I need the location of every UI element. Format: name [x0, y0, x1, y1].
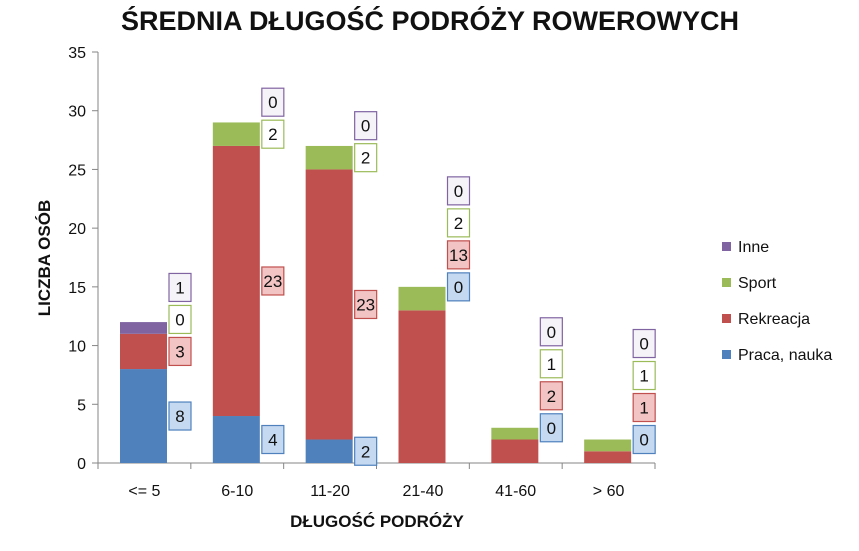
data-label: 0: [454, 182, 463, 201]
data-label-box: [354, 289, 378, 320]
data-label-box: [354, 143, 378, 173]
data-label: 1: [175, 278, 184, 297]
bar-segment: [584, 451, 632, 463]
y-tick-label: 25: [68, 162, 86, 179]
data-label: 23: [356, 295, 375, 314]
bar-segment: [305, 439, 353, 463]
data-label: 13: [449, 246, 468, 265]
bar-segment: [305, 169, 353, 440]
data-label: 2: [547, 387, 556, 406]
data-label: 0: [547, 419, 556, 438]
data-label: 1: [639, 367, 648, 386]
data-label-box: [539, 317, 563, 347]
bar-segment: [398, 286, 446, 311]
legend: Inne Sport Rekreacja Praca, nauka: [722, 239, 832, 364]
y-axis-title: LICZBA OSÓB: [35, 200, 54, 316]
data-label: 0: [268, 93, 277, 112]
data-label-box: [261, 87, 285, 117]
bar-segment: [120, 369, 167, 463]
data-label-box: [539, 349, 563, 379]
x-axis-title: DŁUGOŚĆ PODRÓŻY: [290, 512, 464, 531]
data-label: 1: [639, 399, 648, 418]
bar-segment: [212, 145, 260, 417]
bar-segment: [491, 427, 539, 440]
chart-title: ŚREDNIA DŁUGOŚĆ PODRÓŻY ROWEROWYCH: [121, 5, 739, 36]
data-label: 2: [361, 149, 370, 168]
bar-segment: [120, 333, 167, 370]
x-tick-label: 21-40: [402, 483, 443, 500]
data-label-box: [354, 436, 378, 466]
legend-swatch: [722, 350, 731, 359]
data-label: 4: [268, 431, 277, 450]
data-label-box: [168, 272, 192, 303]
bar-segment: [584, 439, 632, 452]
legend-entry: Rekreacja: [738, 311, 810, 328]
x-tick-label: > 60: [593, 483, 625, 500]
data-label-box: [446, 272, 471, 302]
bar-segment: [212, 122, 260, 146]
legend-entry: Sport: [738, 275, 777, 292]
x-tick-label: <= 5: [128, 483, 160, 500]
data-label-box: [261, 266, 285, 296]
legend-entry: Praca, nauka: [738, 347, 832, 364]
data-label-box: [632, 424, 656, 455]
y-tick-label: 15: [68, 280, 86, 297]
data-label-box: [446, 240, 471, 270]
x-tick-label: 6-10: [221, 483, 253, 500]
y-tick-label: 35: [68, 45, 86, 62]
data-label: 2: [361, 442, 370, 461]
data-label-box: [539, 381, 563, 411]
data-label: 0: [361, 117, 370, 136]
data-label: 0: [547, 323, 556, 342]
y-tick-label: 30: [68, 104, 86, 121]
data-label-box: [446, 208, 471, 238]
data-label-box: [446, 176, 471, 206]
data-label-box: [354, 111, 378, 141]
data-label-box: [539, 413, 563, 443]
data-label-box: [632, 392, 656, 423]
bar-segment: [120, 322, 167, 334]
bar-segment: [398, 310, 446, 463]
data-label-box: [168, 401, 192, 431]
x-tick-label: 41-60: [495, 483, 536, 500]
data-label-box: [261, 119, 285, 149]
legend-swatch: [722, 278, 731, 287]
data-label: 0: [175, 310, 184, 329]
bar-segment: [491, 439, 539, 463]
data-label: 0: [639, 335, 648, 354]
data-label-box: [168, 336, 192, 367]
bar-segment: [212, 416, 260, 463]
y-tick-label: 5: [77, 397, 86, 414]
data-label: 8: [175, 407, 184, 426]
data-label-box: [632, 360, 656, 391]
data-label-box: [261, 424, 285, 455]
bar-segment: [305, 145, 353, 170]
data-label-box: [168, 304, 192, 335]
legend-entry: Inne: [738, 239, 769, 256]
data-label: 3: [175, 342, 184, 361]
data-label: 0: [454, 278, 463, 297]
data-label: 23: [263, 272, 282, 291]
data-label: 2: [454, 214, 463, 233]
data-label: 1: [547, 355, 556, 374]
legend-swatch: [722, 314, 731, 323]
data-label: 2: [268, 125, 277, 144]
x-tick-label: 11-20: [310, 483, 350, 500]
y-tick-label: 20: [68, 221, 86, 238]
y-tick-label: 10: [68, 339, 86, 356]
data-label: 0: [639, 431, 648, 450]
data-label-box: [632, 328, 656, 359]
y-tick-label: 0: [77, 456, 86, 473]
legend-swatch: [722, 242, 731, 251]
